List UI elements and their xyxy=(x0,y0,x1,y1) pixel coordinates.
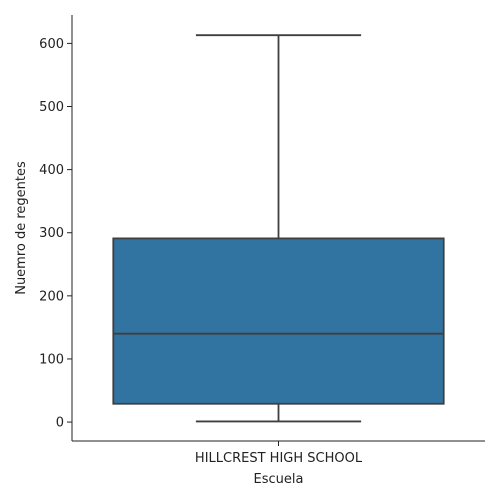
x-tick-label: HILLCREST HIGH SCHOOL xyxy=(195,451,363,466)
x-axis-ticks: HILLCREST HIGH SCHOOL xyxy=(195,441,363,466)
y-tick-label: 100 xyxy=(39,352,64,367)
plot-area: 0 100 200 300 400 500 600 HILLCREST HIGH SCHOO… xyxy=(39,15,485,466)
y-axis-title: Nuemro de regentes xyxy=(14,161,29,295)
y-tick-label: 500 xyxy=(39,100,64,115)
y-tick-label: 300 xyxy=(39,226,64,241)
y-axis-ticks: 0 100 200 300 400 500 600 xyxy=(39,37,72,431)
x-axis-title: Escuela xyxy=(254,472,304,487)
y-tick-label: 200 xyxy=(39,289,64,304)
y-tick-label: 600 xyxy=(39,37,64,52)
box-group xyxy=(112,34,445,423)
y-tick-label: 0 xyxy=(56,416,64,431)
iqr-box xyxy=(112,237,445,405)
y-tick-label: 400 xyxy=(39,163,64,178)
